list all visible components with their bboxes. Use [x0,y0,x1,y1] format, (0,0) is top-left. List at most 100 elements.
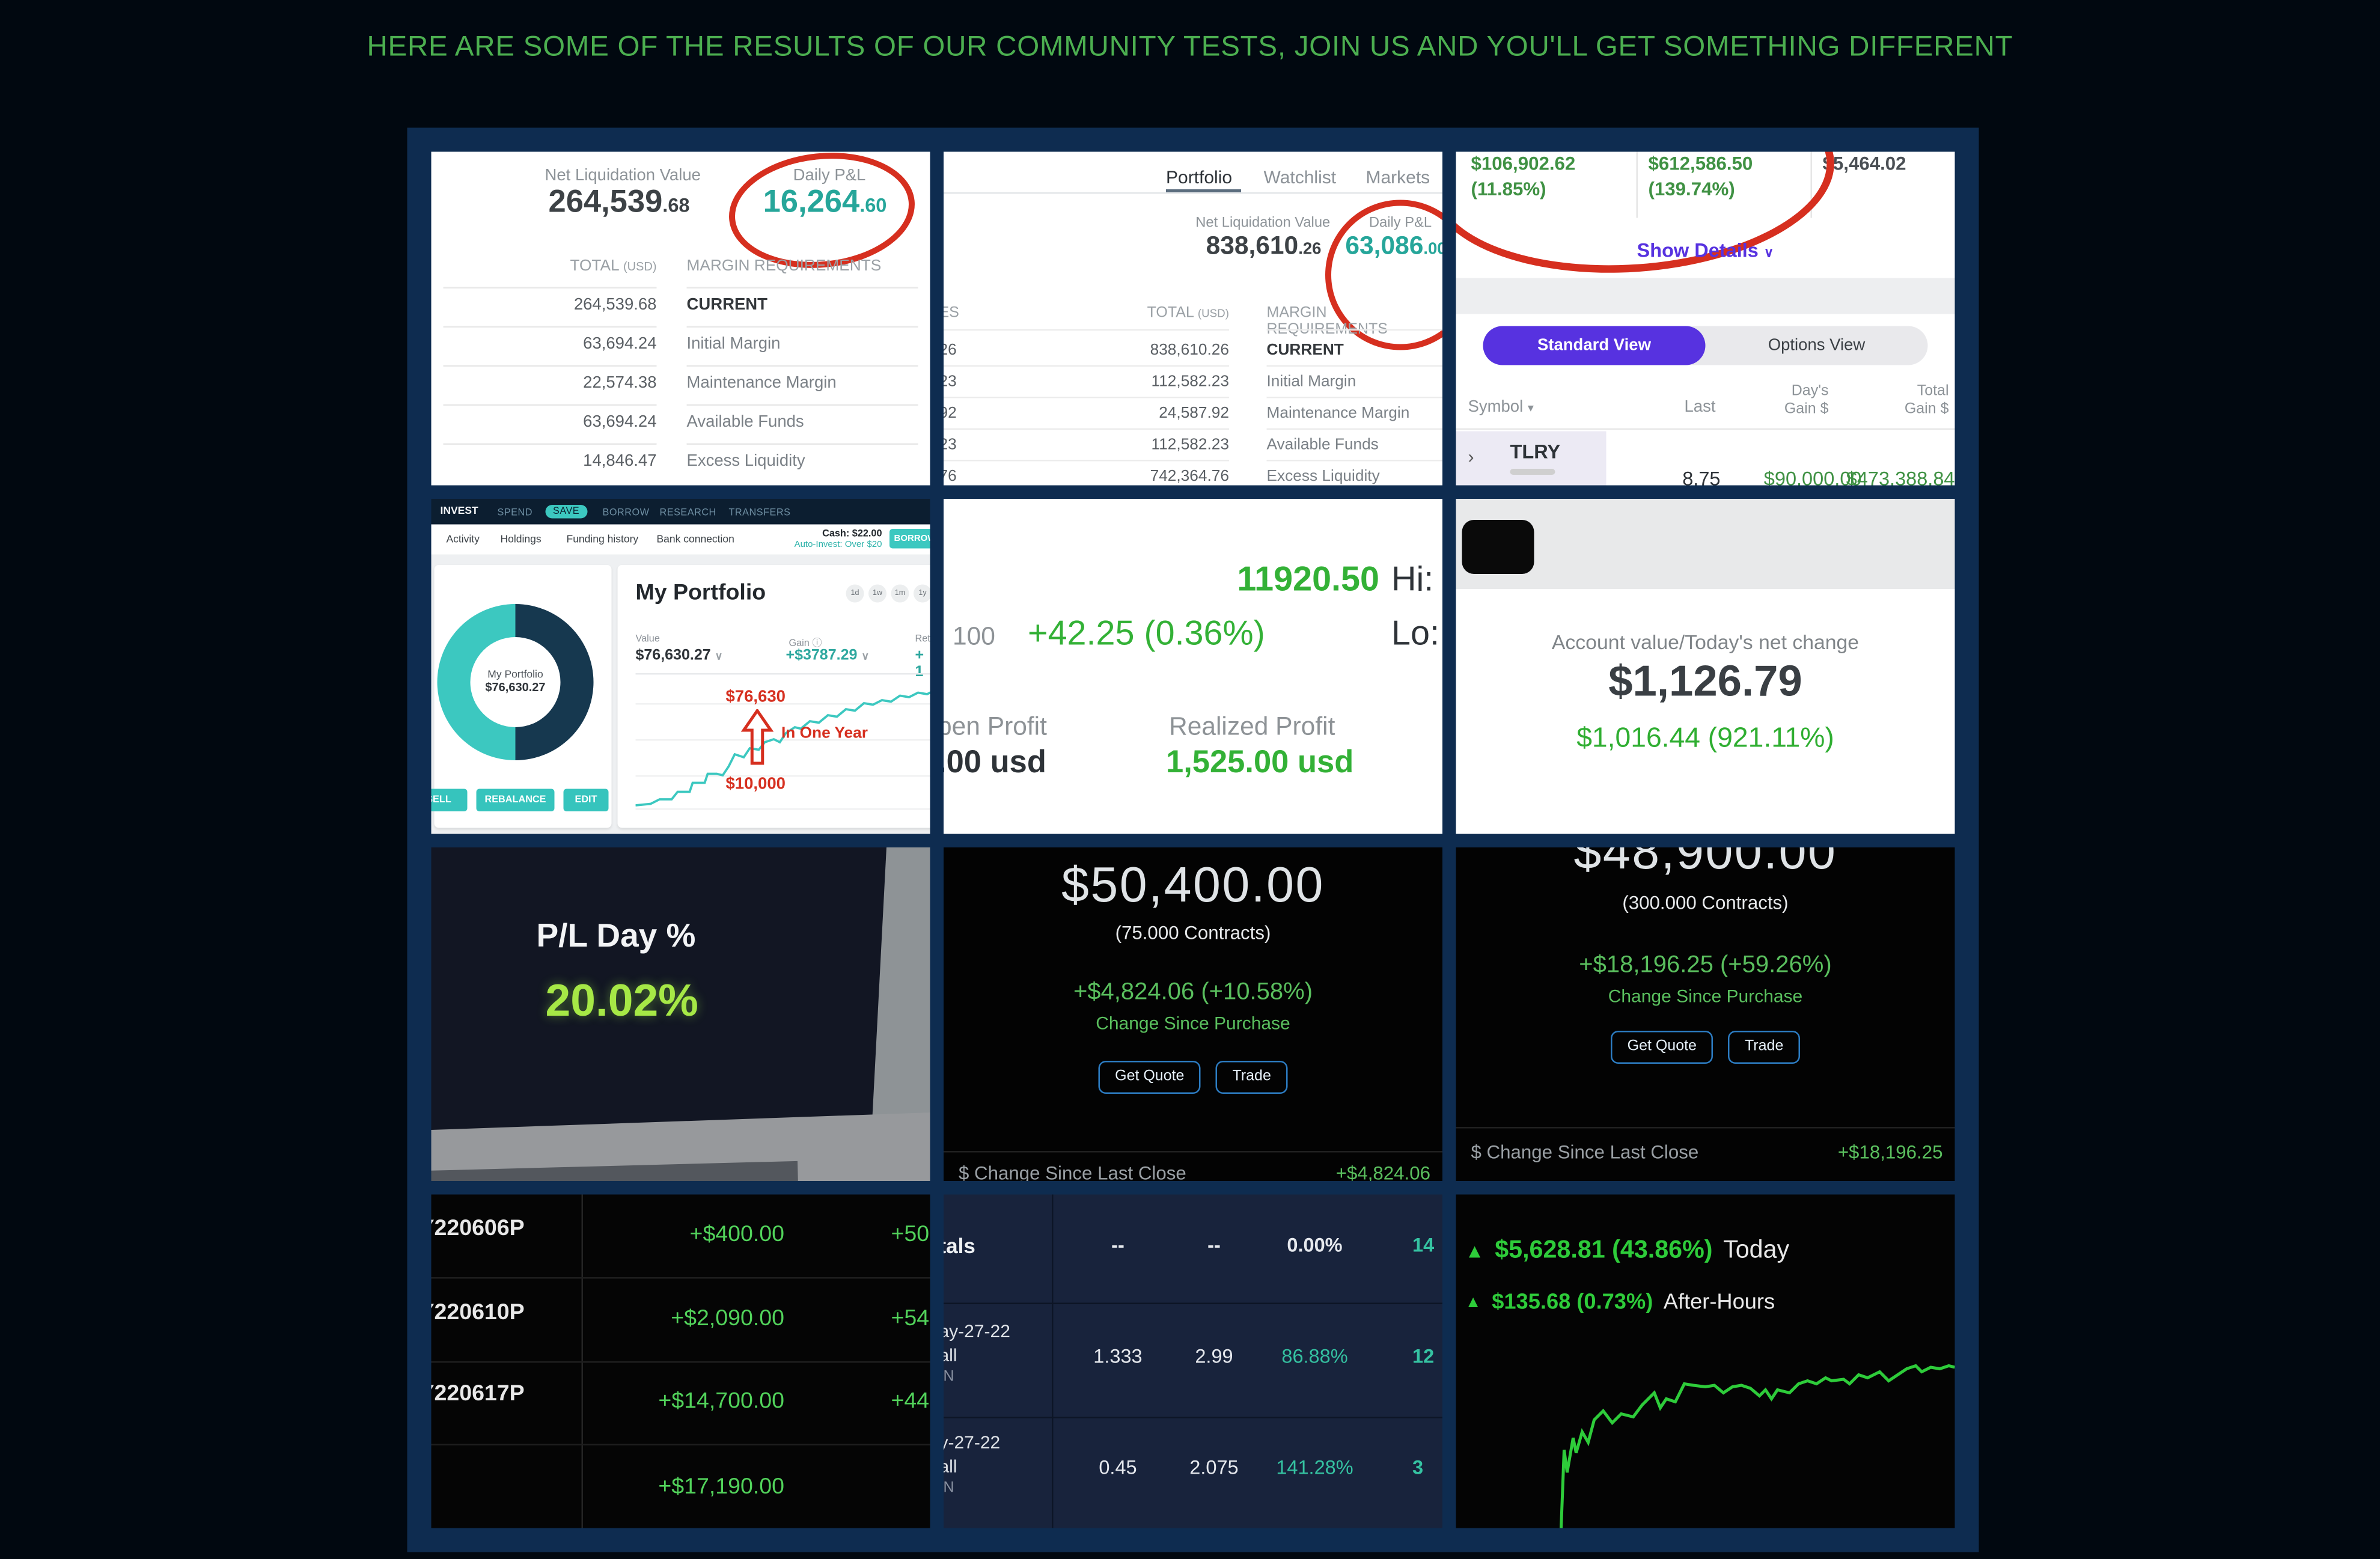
row-label: IN [944,1368,954,1385]
results-gallery: Net Liquidation Value 264,539.68 Daily P… [407,127,1979,1552]
cell: -- [1111,1233,1124,1256]
option-symbol: Y220610P [432,1299,525,1325]
range-1m-button: 1m [891,585,909,603]
account-value-label: Account value/Today's net change [1551,631,1860,654]
result-screenshot-ibkr-portfolio[interactable]: Portfolio Watchlist Markets Net Liquidat… [944,151,1442,486]
change-value: +42.25 (0.36%) [1028,613,1265,653]
table-cell: 838,610.26 [1150,341,1229,359]
cell: 1.333 [1093,1344,1143,1367]
subnav-holdings: Holdings [500,535,542,546]
contracts-count: (300.000 Contracts) [1622,891,1789,913]
red-circle-annotation [1325,200,1442,350]
nlv-label: Net Liquidation Value [545,166,701,185]
change-since-purchase-label: Change Since Purchase [1608,984,1803,1006]
info-icon: ⓘ [812,639,822,650]
get-quote-button: Get Quote [1098,1060,1201,1093]
table-cell: Available Funds [1266,436,1379,454]
range-1w-button: 1w [868,585,886,603]
position-value: $50,400.00 [1061,855,1325,912]
row-label: ay-27-22 [944,1320,1010,1341]
range-1y-button: 1y [914,585,930,603]
change-since-purchase-value: +$18,196.25 (+59.26%) [1579,951,1832,978]
annotation-one-year: In One Year [781,724,868,743]
table-cell: 264,539.68 [573,296,657,314]
tab-markets: Markets [1365,166,1430,188]
rebalance-button: REBALANCE [476,789,555,812]
show-details-link: Show Details ∨ [1637,239,1774,262]
result-screenshot-contracts-1[interactable]: $50,400.00 (75.000 Contracts) +$4,824.06… [944,846,1442,1181]
today-label: Today [1723,1236,1790,1263]
result-screenshot-ibkr-daily-pnl[interactable]: Net Liquidation Value 264,539.68 Daily P… [431,151,930,486]
row-label: IN [944,1479,954,1496]
open-profit-label: pen Profit [944,712,1047,742]
card-title: My Portfolio [635,580,766,606]
col-header-symbol: Symbol ▾ [1468,398,1534,416]
table-cell: 23 [944,373,957,391]
row-label: tals [944,1233,975,1257]
table-cell: CURRENT [686,296,767,314]
result-screenshot-option-chain[interactable]: tals -- -- 0.00% 14 ay-27-22 all IN 1.33… [944,1194,1442,1528]
after-hours-label: After-Hours [1663,1290,1775,1314]
table-cell: 63,694.24 [583,335,657,353]
option-symbol: Y220617P [432,1380,525,1406]
gain-amount: +$3787.29 ∨ [786,648,870,665]
cell: 3 [1412,1455,1424,1478]
position-value: $48,900.00 [1573,846,1837,879]
col-header-margin: MARGIN REQUIREMENTS [1266,305,1388,338]
up-triangle-icon: ▲ [1465,1239,1484,1262]
table-cell: 14,846.47 [583,452,657,471]
return-amount: + 1 [915,648,924,682]
subnav-bank-connection: Bank connection [656,535,734,546]
portfolio-growth-line-chart [635,692,930,807]
result-screenshot-today-gain[interactable]: ▲ $5,628.81 (43.86%) Today ▲ $135.68 (0.… [1456,1194,1955,1528]
result-screenshot-wealthsimple[interactable]: INVEST SPEND SAVE BORROW RESEARCH TRANSF… [431,499,930,834]
cell: 2.075 [1189,1455,1239,1478]
up-triangle-icon: ▲ [1465,1293,1481,1311]
annotation-value-bottom: $10,000 [725,775,786,794]
symbol-column-highlight [1456,431,1606,486]
result-screenshot-realized-profit[interactable]: 11920.50 Hi: 119 100 +42.25 (0.36%) Lo: … [944,499,1442,834]
high-value: Hi: 119 [1391,559,1442,599]
change-since-close-label: $ Change Since Last Close [1471,1141,1699,1162]
realized-profit-value: 1,525.00 usd [1166,745,1354,781]
top-navbar: INVEST SPEND SAVE BORROW RESEARCH TRANSF… [431,499,930,525]
trade-button: Trade [1215,1060,1288,1093]
cell: 12 [1412,1344,1435,1367]
gain-label: Gain ⓘ [789,639,822,650]
col-header-margin: MARGIN REQUIREMENTS [686,257,882,275]
change-since-close-label: $ Change Since Last Close [959,1162,1186,1181]
result-screenshot-gains-views[interactable]: $106,902.62 (11.85%) $612,586.50 (139.74%)… [1456,151,1955,486]
gain-stat-1: $106,902.62 (11.85%) [1471,153,1576,200]
divider-band [1456,278,1955,314]
borrow-button: BORROW [889,529,930,549]
pl-day-value: 20.02% [545,975,698,1026]
change-since-close-value: +$4,824.06 [1335,1162,1430,1181]
days-gain-cell: $90,000.00 [1763,467,1862,486]
result-screenshot-contracts-2[interactable]: $48,900.00 (300.000 Contracts) +$18,196.… [1456,846,1955,1181]
result-screenshot-options-pnl-table[interactable]: Y220606P +$400.00 +50 Y220610P +$2,090.0… [431,1194,930,1528]
range-1d-button: 1d [846,585,864,603]
nav-item-save: SAVE [545,505,587,519]
option-pct: +50 [891,1221,930,1247]
table-cell: Initial Margin [686,335,781,353]
gain-stat-2: $612,586.50 (139.74%) [1648,153,1753,200]
option-pct: +44 [891,1388,930,1414]
net-change: $1,016.44 (921.11%) [1576,721,1834,754]
cell: 0.45 [1099,1455,1137,1478]
result-photo-pl-day[interactable]: P/L Day % 20.02% [431,846,930,1181]
nav-item-spend: SPEND [497,507,533,518]
quantity: 100 [953,622,995,651]
option-pnl: +$2,090.00 [671,1305,784,1331]
get-quote-button: Get Quote [1611,1030,1713,1063]
contracts-count: (75.000 Contracts) [1115,921,1271,943]
chevron-down-icon: ∨ [1763,245,1774,260]
performance-card [617,565,930,829]
row-label: all [944,1344,957,1365]
table-cell: 112,582.23 [1151,436,1229,454]
sub-navbar: Activity Holdings Funding history Bank c… [431,525,930,555]
result-screenshot-account-value[interactable]: Account value/Today's net change $1,126.… [1456,499,1955,834]
cell: -- [1207,1233,1221,1256]
sell-button: SELL [431,789,468,812]
table-cell: 92 [944,404,957,423]
